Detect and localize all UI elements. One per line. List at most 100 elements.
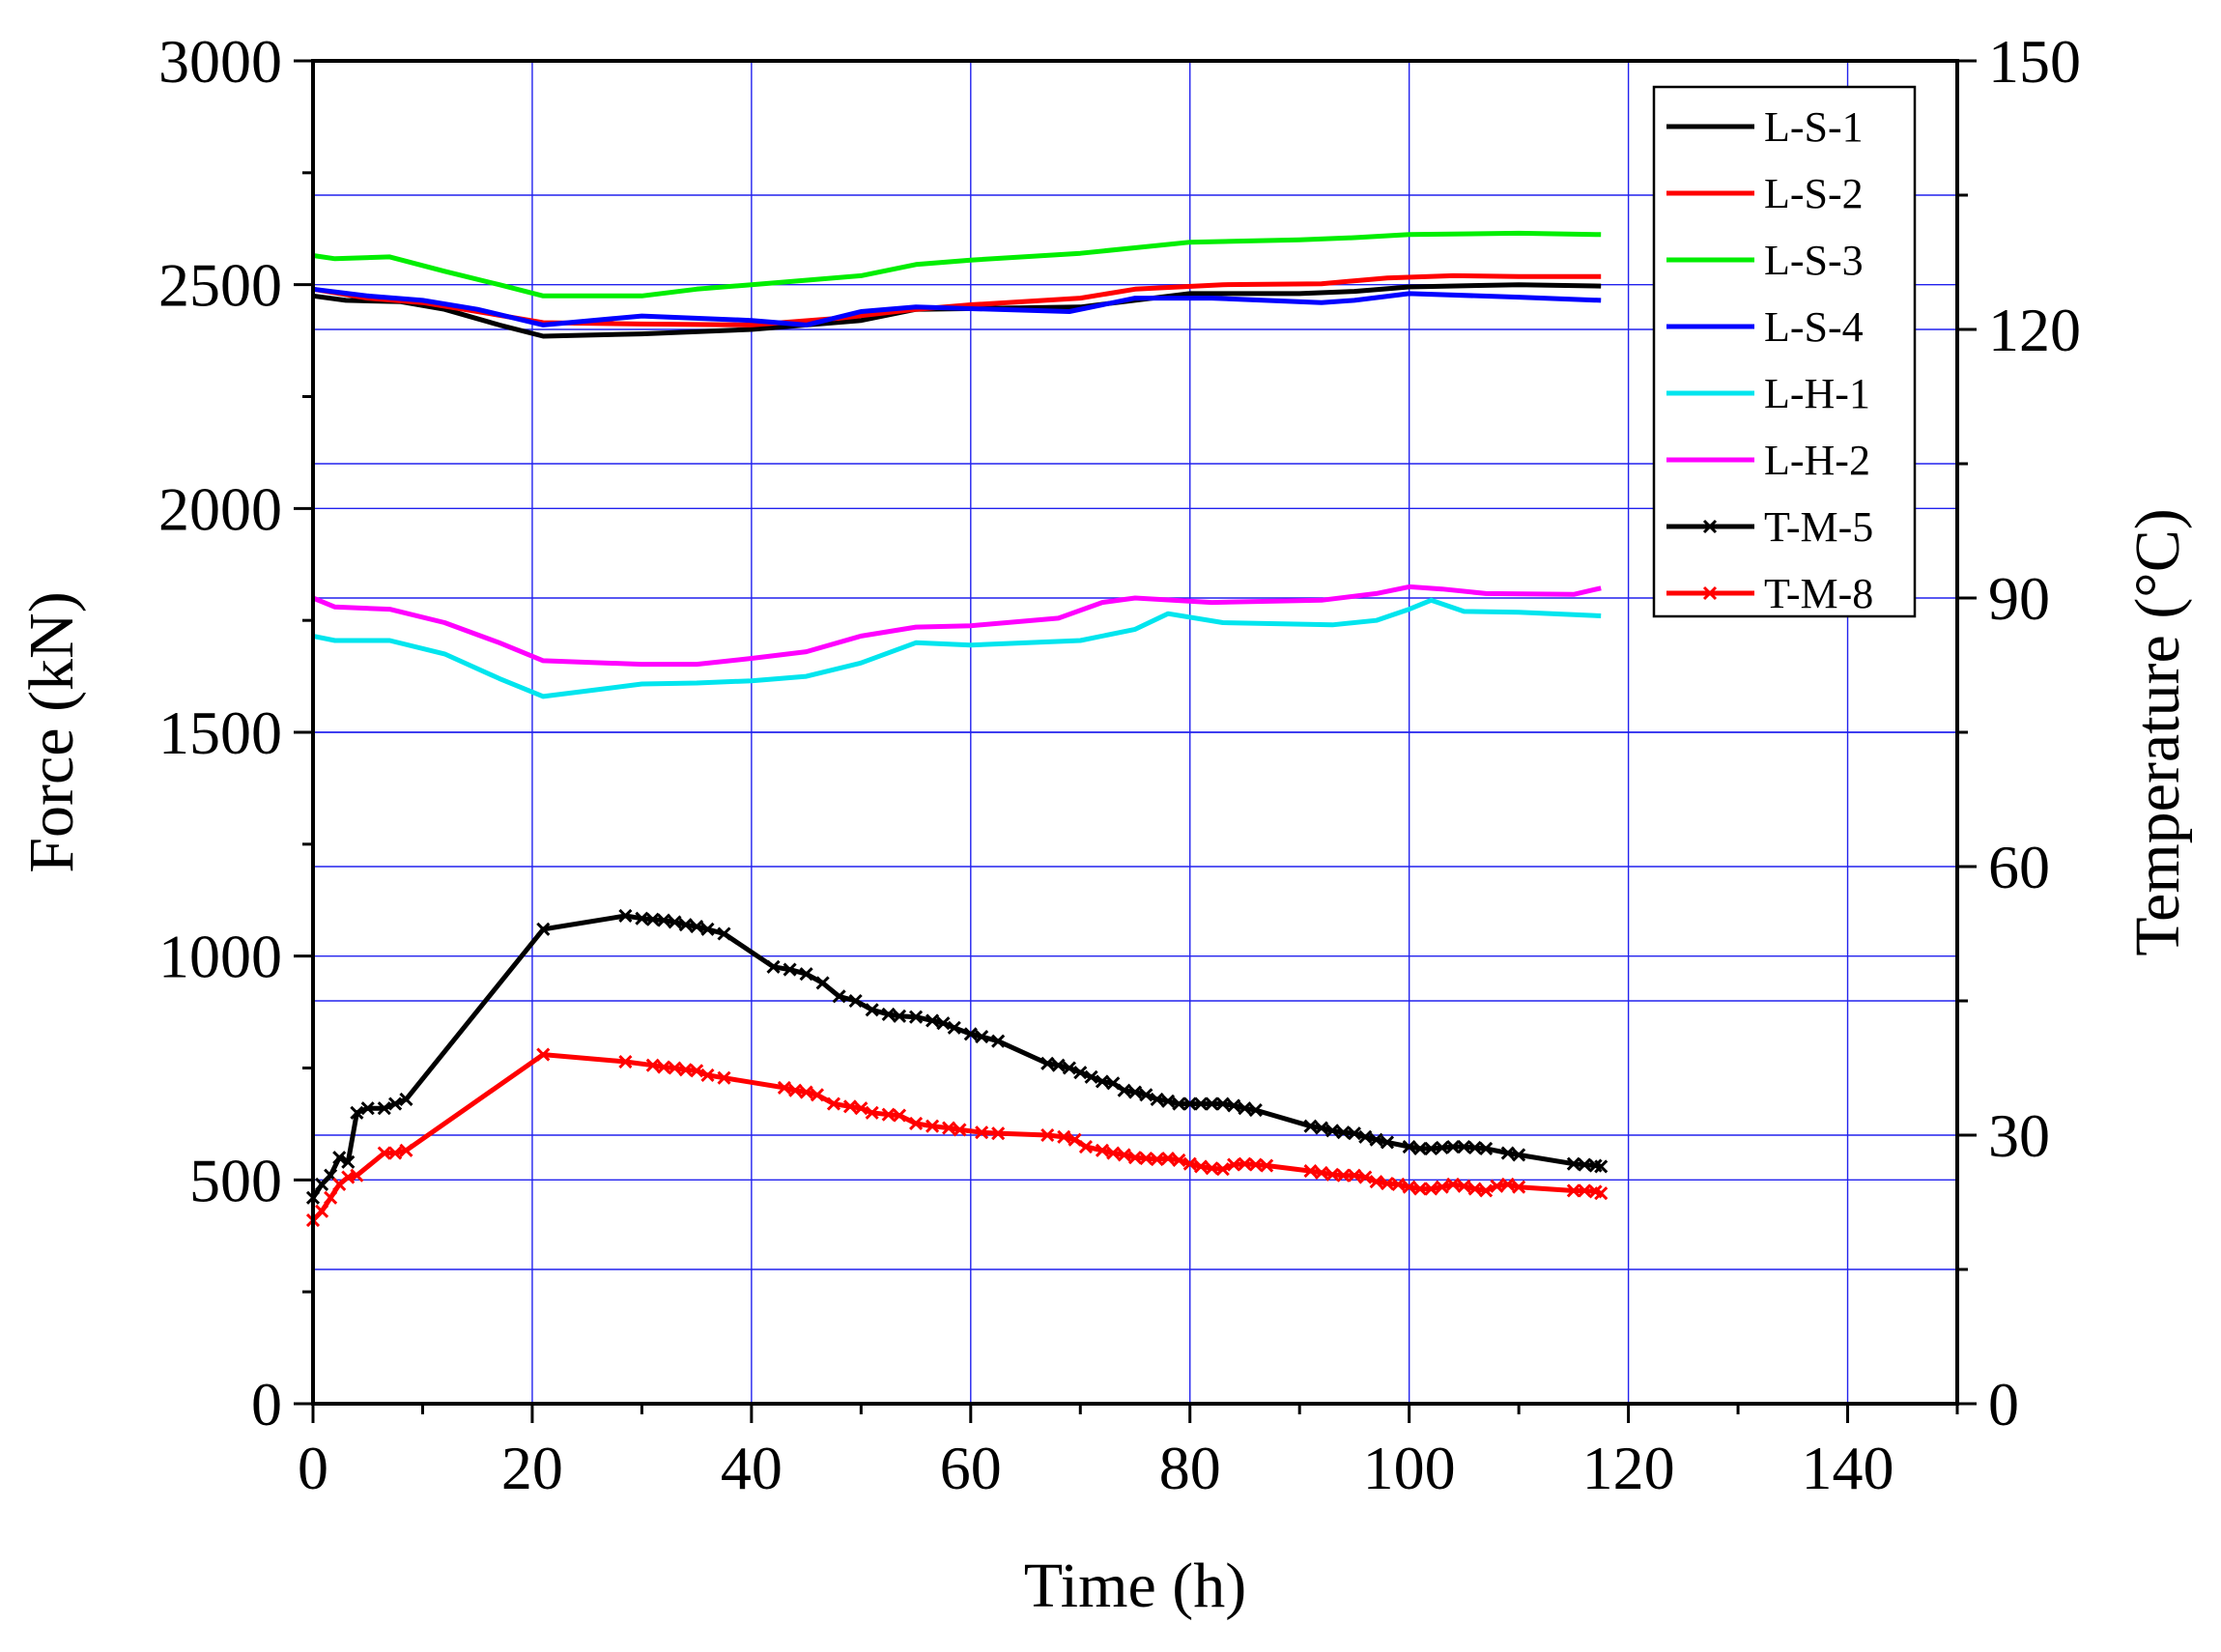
legend-item-l-h-2: L-H-2	[1666, 437, 1870, 484]
y2-axis-title: Temperature (°C)	[2122, 508, 2193, 955]
legend-item-l-s-3: L-S-3	[1666, 237, 1864, 284]
data-point	[1215, 1097, 1230, 1111]
data-point	[925, 1013, 940, 1028]
y2-tick-label: 150	[1988, 27, 2081, 96]
series-l-h-2	[312, 584, 1602, 668]
data-point	[842, 1099, 858, 1114]
data-point	[1194, 1097, 1209, 1111]
data-point	[1402, 1139, 1416, 1154]
legend-label: L-H-2	[1764, 437, 1870, 484]
data-point	[700, 922, 715, 936]
x-tick-label: 20	[501, 1434, 563, 1502]
data-point	[350, 1105, 364, 1120]
data-point	[909, 1010, 924, 1024]
series-layer	[305, 230, 1609, 1228]
data-point	[678, 1063, 693, 1077]
data-point	[799, 967, 813, 982]
data-point	[635, 911, 649, 926]
data-point	[1160, 1152, 1176, 1166]
data-point	[1512, 1180, 1526, 1194]
data-point	[1445, 1139, 1461, 1154]
data-point	[1358, 1170, 1373, 1184]
legend-label: L-S-2	[1764, 170, 1864, 217]
data-point	[1238, 1101, 1252, 1116]
data-point	[925, 1119, 940, 1133]
data-point	[399, 1143, 413, 1157]
data-point	[1467, 1140, 1482, 1155]
data-point	[1150, 1152, 1164, 1167]
y2-tick-label: 30	[1988, 1101, 2050, 1170]
data-point	[1051, 1058, 1066, 1072]
data-point	[881, 1007, 896, 1021]
series-l-s-1	[312, 282, 1602, 339]
data-point	[991, 1034, 1006, 1048]
x-tick-label: 0	[298, 1434, 328, 1502]
data-point	[1095, 1143, 1110, 1157]
series-line	[312, 597, 1602, 699]
data-point	[1040, 1127, 1055, 1143]
data-point	[1314, 1121, 1328, 1135]
x-tick-label: 100	[1363, 1434, 1456, 1502]
data-point	[1391, 1177, 1406, 1192]
data-point	[618, 908, 633, 924]
data-point	[1182, 1156, 1197, 1171]
data-point	[1238, 1156, 1252, 1171]
data-point	[909, 1116, 924, 1131]
data-point	[1412, 1141, 1428, 1155]
data-point	[1467, 1182, 1482, 1196]
series-t-m-8	[305, 1047, 1609, 1228]
data-point	[881, 1107, 896, 1122]
data-point	[1336, 1168, 1351, 1182]
x-tick-label: 120	[1582, 1434, 1675, 1502]
data-point	[991, 1126, 1006, 1141]
data-point	[315, 1204, 329, 1218]
data-point	[942, 1121, 956, 1135]
data-point	[1127, 1085, 1143, 1099]
data-point	[1139, 1152, 1153, 1166]
data-point	[1479, 1141, 1494, 1155]
data-point	[388, 1146, 403, 1160]
data-point	[700, 1068, 715, 1082]
data-point	[1578, 1183, 1592, 1198]
data-point	[1566, 1183, 1580, 1198]
data-point	[892, 1009, 907, 1023]
data-point	[1205, 1097, 1219, 1111]
series-line	[310, 913, 1602, 1200]
legend-item-l-s-1: L-S-1	[1666, 103, 1864, 151]
legend: L-S-1 L-S-2 L-S-3 L-S-4 L-H-1 L-H-2 T-M-5 T-M-8	[1652, 85, 1917, 618]
data-point	[1150, 1092, 1164, 1106]
data-point	[1106, 1076, 1121, 1091]
data-point	[1512, 1148, 1526, 1162]
data-point	[1260, 1158, 1274, 1173]
data-point	[1325, 1124, 1340, 1138]
y2-tick-label: 90	[1988, 564, 2050, 633]
series-line	[312, 286, 1602, 328]
data-point	[1073, 1066, 1088, 1080]
data-point	[717, 1070, 731, 1085]
data-point	[1358, 1129, 1373, 1144]
data-point	[1248, 1102, 1263, 1118]
data-point	[332, 1151, 347, 1165]
data-point	[799, 1085, 813, 1099]
data-point	[1303, 1164, 1318, 1179]
data-point	[1172, 1153, 1186, 1168]
data-point	[717, 926, 731, 941]
data-point	[975, 1030, 989, 1044]
data-point	[1160, 1094, 1176, 1108]
data-point	[645, 1058, 660, 1072]
data-point	[1479, 1183, 1494, 1198]
data-point	[1336, 1125, 1351, 1140]
data-point	[1127, 1151, 1143, 1165]
data-point	[350, 1168, 364, 1182]
data-point	[341, 1154, 356, 1169]
legend-marker	[1702, 519, 1718, 534]
y-tick-label: 500	[189, 1146, 282, 1214]
x-axis-title: Time (h)	[1024, 1551, 1246, 1621]
data-point	[690, 1064, 704, 1078]
data-point	[1040, 1056, 1055, 1070]
data-point	[1490, 1179, 1504, 1193]
data-point	[657, 913, 671, 927]
data-point	[657, 1060, 671, 1074]
data-point	[1325, 1167, 1340, 1182]
